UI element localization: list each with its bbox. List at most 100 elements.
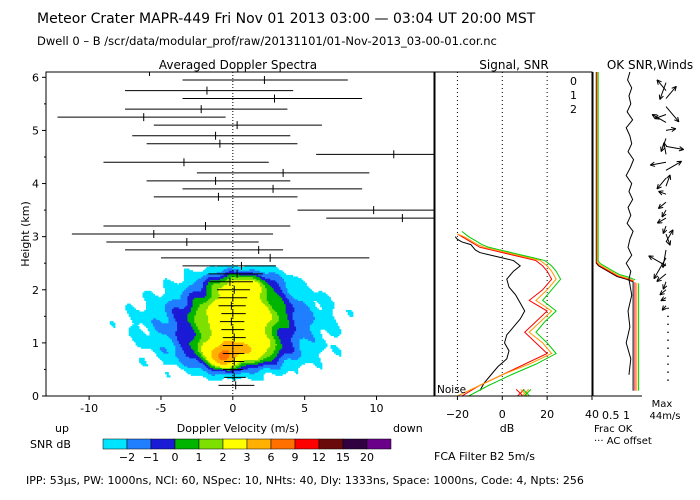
snr-cell: [147, 329, 157, 332]
snr-cell: [194, 319, 209, 322]
snr-noise-marks: [515, 388, 532, 396]
snr-cell: [166, 348, 176, 351]
snr-cell: [330, 345, 337, 348]
snr-cell: [275, 346, 283, 349]
y-tick-label: 4: [32, 178, 39, 191]
snr-cell: [168, 335, 178, 338]
snr-cell: [220, 365, 231, 368]
calm-dot: [667, 307, 669, 310]
up-label: up: [55, 422, 69, 435]
wind-vector-head: [666, 241, 671, 246]
wind-vectors: [648, 79, 685, 381]
wind-vector: [665, 233, 671, 246]
snr-cell: [304, 337, 316, 340]
colorbar-swatch: [270, 438, 296, 450]
snr-cell: [311, 332, 321, 335]
colorbar-tick-label: 15: [336, 451, 350, 464]
snr-cell: [152, 322, 178, 325]
snr-cell: [166, 349, 176, 352]
snr-cell: [171, 309, 192, 313]
snr-cell: [280, 295, 287, 298]
snr-cell: [192, 300, 207, 303]
snr-cell: [199, 338, 209, 341]
snr-cell: [283, 292, 290, 295]
snr-cell: [277, 313, 288, 316]
snr-cell: [301, 352, 319, 356]
snr-cell: [194, 297, 211, 300]
down-label: down: [393, 422, 423, 435]
snr-cell: [266, 356, 276, 359]
snr-cell: [130, 317, 154, 321]
snr-cell: [209, 265, 216, 268]
spectra-xlabel: Doppler Velocity (m/s): [177, 422, 299, 435]
x-tick-label: -10: [80, 402, 98, 415]
snr-cell: [206, 300, 214, 303]
frac-ok-label: Frac OK: [594, 424, 633, 435]
snr-cell: [137, 345, 176, 348]
snr-cell: [287, 313, 293, 316]
snr-cell: [292, 317, 316, 321]
snr-cell: [313, 333, 323, 337]
snr-cell: [318, 301, 335, 305]
snr-cell: [271, 305, 287, 308]
snr-cell: [201, 333, 212, 337]
calm-dot: [667, 331, 669, 334]
wind-vector: [661, 209, 667, 218]
snr-cell: [270, 309, 276, 313]
snr-cell: [204, 268, 225, 271]
snr-cell: [206, 287, 212, 290]
snr-cell: [180, 295, 188, 298]
fca-filter-label: FCA Filter B2 5m/s: [434, 450, 535, 463]
snr-cell: [206, 292, 212, 295]
colorbar-swatch: [246, 438, 272, 450]
wind-vector-head: [663, 142, 668, 147]
snr-cell: [308, 305, 316, 308]
snr-cell: [263, 360, 278, 364]
snr-cell: [209, 297, 219, 300]
snr-cell: [154, 325, 178, 329]
snr-cell: [258, 357, 264, 360]
snr-cell: [211, 333, 268, 337]
snr-cell: [199, 340, 207, 343]
snr-cell: [183, 276, 202, 279]
snr-cell: [204, 360, 209, 364]
snr-cell: [233, 364, 240, 367]
snr-cell: [133, 340, 173, 343]
snr-cell: [277, 292, 285, 295]
snr-cell: [287, 290, 314, 294]
snr-cell: [313, 335, 323, 338]
snr-cell: [177, 325, 193, 329]
snr-cell: [185, 352, 197, 356]
snr-cell: [278, 337, 292, 340]
snr-cell: [180, 294, 190, 297]
snr-cell: [254, 372, 266, 375]
snr-cell: [163, 281, 175, 284]
snr-cell: [197, 359, 204, 362]
snr-cell: [309, 306, 318, 309]
frac-tick-labels: 0.5 1: [602, 409, 630, 422]
snr-cell: [271, 329, 278, 332]
snr-cell: [280, 356, 300, 359]
snr-cell: [213, 367, 223, 370]
snr-cell: [213, 300, 262, 303]
wind-vector: [651, 114, 667, 123]
snr-cell: [209, 360, 218, 364]
snr-cell: [330, 346, 338, 349]
snr-cell: [175, 330, 195, 333]
snr-cell: [146, 305, 166, 308]
footer-params: IPP: 53µs, PW: 1000ns, NCI: 60, NSpec: 1…: [26, 474, 584, 487]
snr-cell: [206, 309, 271, 313]
snr-cell: [206, 266, 228, 270]
snr-cell: [277, 362, 283, 365]
snr-cell: [266, 349, 275, 352]
snr-plot: [454, 72, 562, 396]
snr-cell: [228, 281, 259, 284]
snr-cell: [283, 352, 302, 356]
snr-cell: [316, 300, 333, 303]
snr-cell: [187, 301, 193, 305]
snr-cell: [227, 282, 261, 286]
snr-cell: [204, 364, 209, 367]
snr-cell: [166, 313, 175, 316]
snr-cell: [278, 284, 287, 287]
